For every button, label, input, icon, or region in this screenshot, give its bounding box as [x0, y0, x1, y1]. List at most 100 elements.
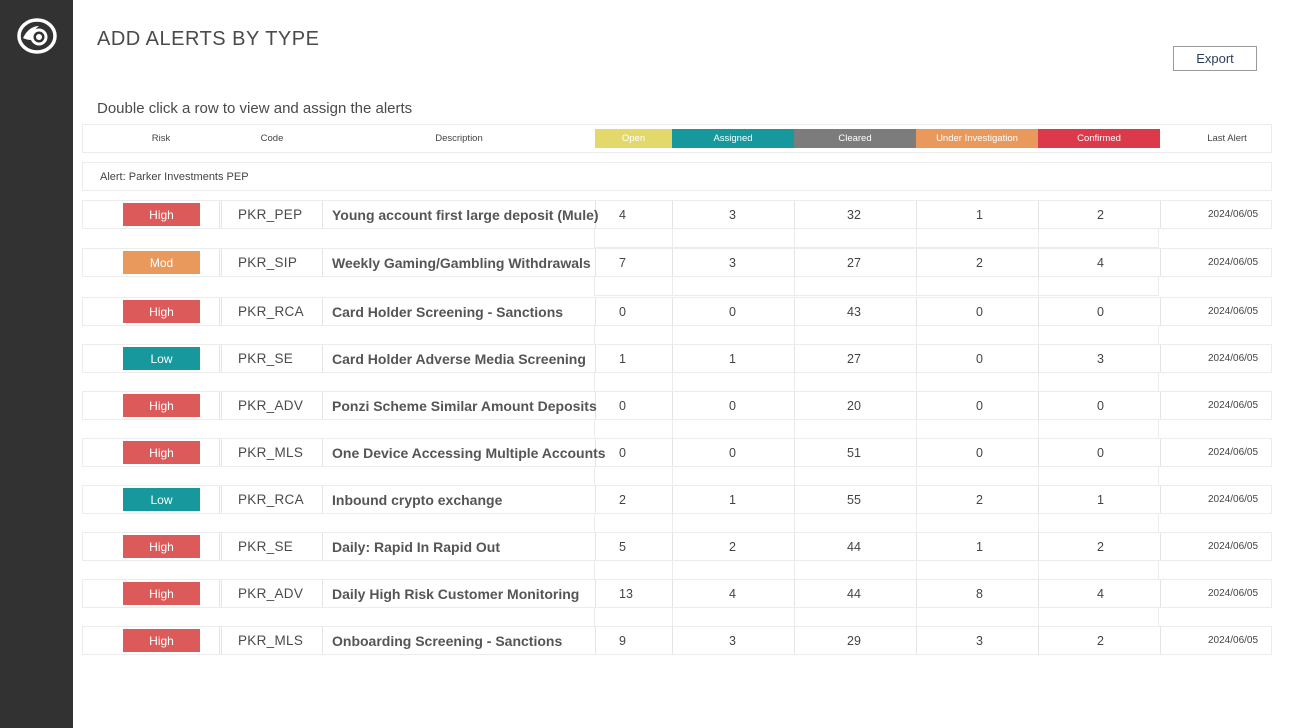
alert-description: Card Holder Screening - Sanctions: [332, 303, 564, 320]
column-divider: [916, 298, 917, 325]
column-divider: [916, 392, 917, 419]
column-divider: [1038, 420, 1039, 438]
table-row[interactable]: High PKR_RCA Card Holder Screening - Sanct…: [82, 297, 1272, 326]
column-divider: [1038, 608, 1039, 626]
column-divider: [322, 392, 323, 419]
count-cleared: 27: [847, 351, 861, 366]
header-assigned[interactable]: Assigned: [672, 129, 794, 148]
alert-code: PKR_MLS: [238, 445, 304, 460]
column-divider: [322, 249, 323, 276]
column-divider: [595, 298, 596, 325]
count-assigned: 4: [729, 586, 736, 601]
header-under-investigation[interactable]: Under Investigation: [916, 129, 1038, 148]
column-divider: [595, 249, 596, 276]
header-last-alert[interactable]: Last Alert: [1207, 133, 1247, 144]
count-confirmed: 0: [1097, 398, 1104, 413]
count-cleared: 44: [847, 539, 861, 554]
column-divider: [794, 249, 795, 276]
column-divider: [1038, 373, 1039, 391]
column-divider: [672, 561, 673, 579]
header-code[interactable]: Code: [260, 133, 284, 144]
count-under-investigation: 0: [976, 351, 983, 366]
export-button[interactable]: Export: [1173, 46, 1257, 71]
column-divider: [1038, 439, 1039, 466]
header-description[interactable]: Description: [435, 133, 483, 144]
column-divider: [794, 533, 795, 560]
table-row[interactable]: High PKR_SE Daily: Rapid In Rapid Out 5 2 44 1…: [82, 532, 1272, 561]
risk-badge: High: [123, 300, 200, 323]
column-divider: [221, 345, 222, 372]
column-divider: [672, 249, 673, 276]
column-divider: [322, 580, 323, 607]
column-divider: [322, 486, 323, 513]
column-divider: [916, 277, 917, 295]
column-divider: [1038, 345, 1039, 372]
alert-description: Daily: Rapid In Rapid Out: [332, 538, 501, 555]
header-open[interactable]: Open: [595, 129, 672, 148]
column-divider: [672, 229, 673, 247]
column-divider: [1038, 229, 1039, 247]
table-row[interactable]: Mod PKR_SIP Weekly Gaming/Gambling Withdra…: [82, 248, 1272, 277]
count-assigned: 0: [729, 398, 736, 413]
column-divider: [221, 580, 222, 607]
column-divider: [1038, 486, 1039, 513]
alert-code: PKR_SE: [238, 539, 294, 554]
row-spacer: [594, 420, 1159, 439]
column-divider: [794, 229, 795, 247]
count-confirmed: 3: [1097, 351, 1104, 366]
column-divider: [1160, 580, 1161, 607]
column-divider: [221, 201, 222, 228]
column-divider: [1160, 627, 1161, 654]
alert-description: Card Holder Adverse Media Screening: [332, 350, 586, 367]
column-divider: [916, 580, 917, 607]
last-alert-date: 2024/06/05: [1208, 257, 1259, 268]
count-under-investigation: 0: [976, 398, 983, 413]
column-divider: [916, 420, 917, 438]
header-risk[interactable]: Risk: [151, 133, 171, 144]
column-divider: [595, 533, 596, 560]
risk-badge: High: [123, 629, 200, 652]
table-row[interactable]: Low PKR_SE Card Holder Adverse Media Scree…: [82, 344, 1272, 373]
page-subtitle: Double click a row to view and assign th…: [97, 100, 413, 117]
column-divider: [322, 201, 323, 228]
count-open: 1: [619, 351, 626, 366]
count-open: 0: [619, 304, 626, 319]
row-spacer: [594, 514, 1159, 533]
table-row[interactable]: Low PKR_RCA Inbound crypto exchange 2 1 55 2 1 2…: [82, 485, 1272, 514]
eye-logo-icon[interactable]: [17, 18, 57, 54]
count-confirmed: 0: [1097, 304, 1104, 319]
column-divider: [794, 561, 795, 579]
count-cleared: 55: [847, 492, 861, 507]
column-divider: [916, 373, 917, 391]
table-row[interactable]: High PKR_ADV Ponzi Scheme Similar Amount D…: [82, 391, 1272, 420]
column-divider: [219, 486, 220, 513]
last-alert-date: 2024/06/05: [1208, 447, 1259, 458]
column-divider: [595, 201, 596, 228]
column-divider: [672, 439, 673, 466]
table-row[interactable]: High PKR_PEP Young account first large dep…: [82, 200, 1272, 229]
column-divider: [322, 627, 323, 654]
column-divider: [672, 326, 673, 344]
alert-code: PKR_ADV: [238, 398, 304, 413]
header-cleared[interactable]: Cleared: [794, 129, 916, 148]
alert-code: PKR_PEP: [238, 207, 303, 222]
alert-code: PKR_RCA: [238, 492, 304, 507]
table-row[interactable]: High PKR_MLS One Device Accessing Multiple…: [82, 438, 1272, 467]
table-row[interactable]: High PKR_ADV Daily High Risk Customer Moni…: [82, 579, 1272, 608]
column-divider: [916, 608, 917, 626]
column-divider: [1160, 486, 1161, 513]
column-divider: [916, 326, 917, 344]
alert-description: One Device Accessing Multiple Accounts: [332, 444, 606, 461]
column-divider: [916, 627, 917, 654]
header-confirmed[interactable]: Confirmed: [1038, 129, 1160, 148]
sidebar: [0, 0, 73, 728]
count-under-investigation: 0: [976, 304, 983, 319]
last-alert-date: 2024/06/05: [1208, 353, 1259, 364]
count-cleared: 32: [847, 207, 861, 222]
table-row[interactable]: High PKR_MLS Onboarding Screening - Sancti…: [82, 626, 1272, 655]
count-assigned: 2: [729, 539, 736, 554]
risk-badge: Low: [123, 488, 200, 511]
count-under-investigation: 0: [976, 445, 983, 460]
column-divider: [794, 608, 795, 626]
column-divider: [916, 467, 917, 485]
